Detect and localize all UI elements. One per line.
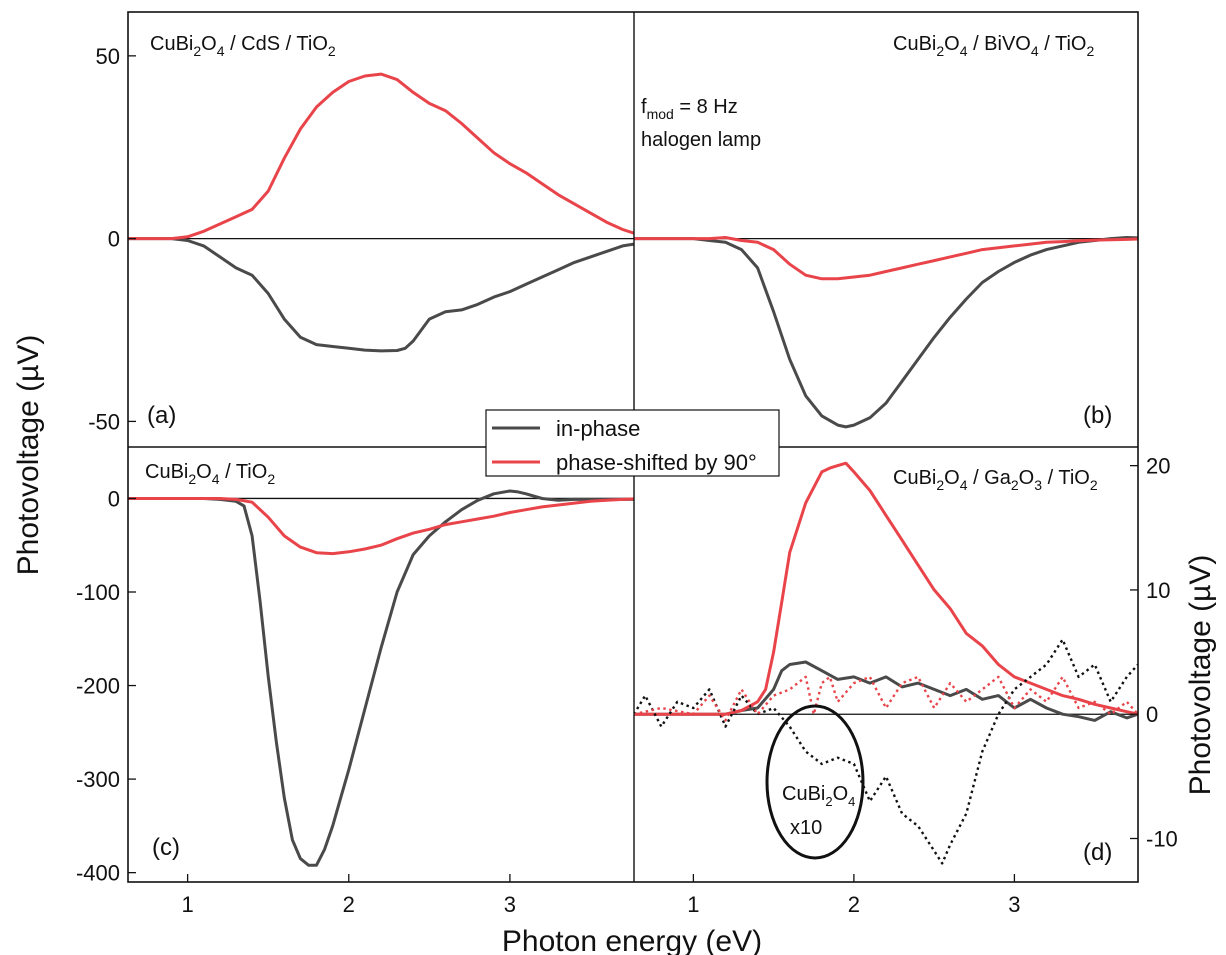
legend-label-in-phase: in-phase — [556, 416, 640, 441]
svg-text:halogen lamp: halogen lamp — [641, 129, 761, 151]
panel-d-inset-label: CuBi2O4 x10 — [782, 783, 855, 839]
panel-d-plot — [634, 461, 1138, 865]
panel-c-xtick-label: 2 — [343, 892, 355, 917]
panel-b-conditions: fmod = 8 Hz halogen lamp — [641, 96, 761, 151]
panel-c-series-phase-shifted — [128, 497, 634, 556]
panel-d-series-in-phase — [634, 660, 1138, 722]
panel-d-inset-ellipse — [765, 704, 865, 860]
panel-d-ytick-label: 20 — [1146, 454, 1170, 479]
svg-text:CuBi2O4 / CdS / TiO2: CuBi2O4 / CdS / TiO2 — [150, 33, 336, 59]
panel-d-ytick-label: 0 — [1146, 702, 1158, 727]
x-axis-title: Photon energy (eV) — [502, 925, 762, 955]
panel-c-plot — [128, 489, 634, 867]
panel-c-ytick-label: -300 — [76, 767, 120, 792]
panel-a-series-in-phase — [128, 237, 634, 353]
panel-a-ytick-label: -50 — [88, 409, 120, 434]
panel-b-plot — [634, 236, 1138, 429]
svg-text:CuBi2O4: CuBi2O4 — [782, 783, 855, 809]
svg-text:fmod = 8 Hz: fmod = 8 Hz — [641, 96, 738, 122]
panel-d-series-cubi2o4-in-phase-dotted — [634, 638, 1138, 865]
panel-a-title: CuBi2O4 / CdS / TiO2 — [150, 33, 336, 59]
panel-c-series-in-phase — [128, 489, 634, 867]
panel-b-series-in-phase — [634, 236, 1138, 429]
panel-c-title: CuBi2O4 / TiO2 — [145, 461, 275, 487]
panel-d-ytick-label: -10 — [1146, 827, 1178, 852]
panel-label-d: (d) — [1083, 839, 1112, 866]
panel-label-a: (a) — [147, 402, 176, 429]
panel-d-series-phase-shifted — [634, 461, 1138, 716]
panel-c-xtick-label: 1 — [181, 892, 193, 917]
panel-d-ytick-label: 10 — [1146, 578, 1170, 603]
panel-d-xtick-label: 3 — [1008, 892, 1020, 917]
panel-a-series-phase-shifted — [128, 72, 634, 241]
panel-label-c: (c) — [152, 834, 180, 861]
panel-d-title: CuBi2O4 / Ga2O3 / TiO2 — [893, 467, 1098, 493]
y-axis-title-right: Photovoltage (µV) — [1184, 555, 1217, 796]
svg-text:CuBi2O4 / TiO2: CuBi2O4 / TiO2 — [145, 461, 275, 487]
panel-b-title: CuBi2O4 / BiVO4 / TiO2 — [893, 33, 1094, 59]
svg-text:CuBi2O4 / BiVO4 / TiO2: CuBi2O4 / BiVO4 / TiO2 — [893, 33, 1094, 59]
panel-a-ytick-label: 50 — [96, 44, 120, 69]
legend: in-phase phase-shifted by 90° — [485, 409, 780, 477]
panel-label-b: (b) — [1083, 402, 1112, 429]
panel-a-plot — [128, 72, 634, 353]
panel-c-ytick-label: -100 — [76, 580, 120, 605]
svg-text:x10: x10 — [790, 817, 822, 839]
legend-label-phase-shifted: phase-shifted by 90° — [556, 450, 757, 475]
y-axis-title: Photovoltage (µV) — [12, 335, 45, 576]
plot-area — [128, 72, 1138, 867]
panel-c-ytick-label: -400 — [76, 861, 120, 886]
legend-box — [485, 409, 780, 477]
panel-b-series-phase-shifted — [634, 236, 1138, 281]
panel-c-xtick-label: 3 — [504, 892, 516, 917]
panel-d-xtick-label: 1 — [687, 892, 699, 917]
svg-text:CuBi2O4 / Ga2O3 / TiO2: CuBi2O4 / Ga2O3 / TiO2 — [893, 467, 1098, 493]
panel-c-ytick-label: -200 — [76, 674, 120, 699]
panel-d-xtick-label: 2 — [848, 892, 860, 917]
panel-c-ytick-label: 0 — [108, 486, 120, 511]
panel-a-ytick-label: 0 — [108, 227, 120, 252]
